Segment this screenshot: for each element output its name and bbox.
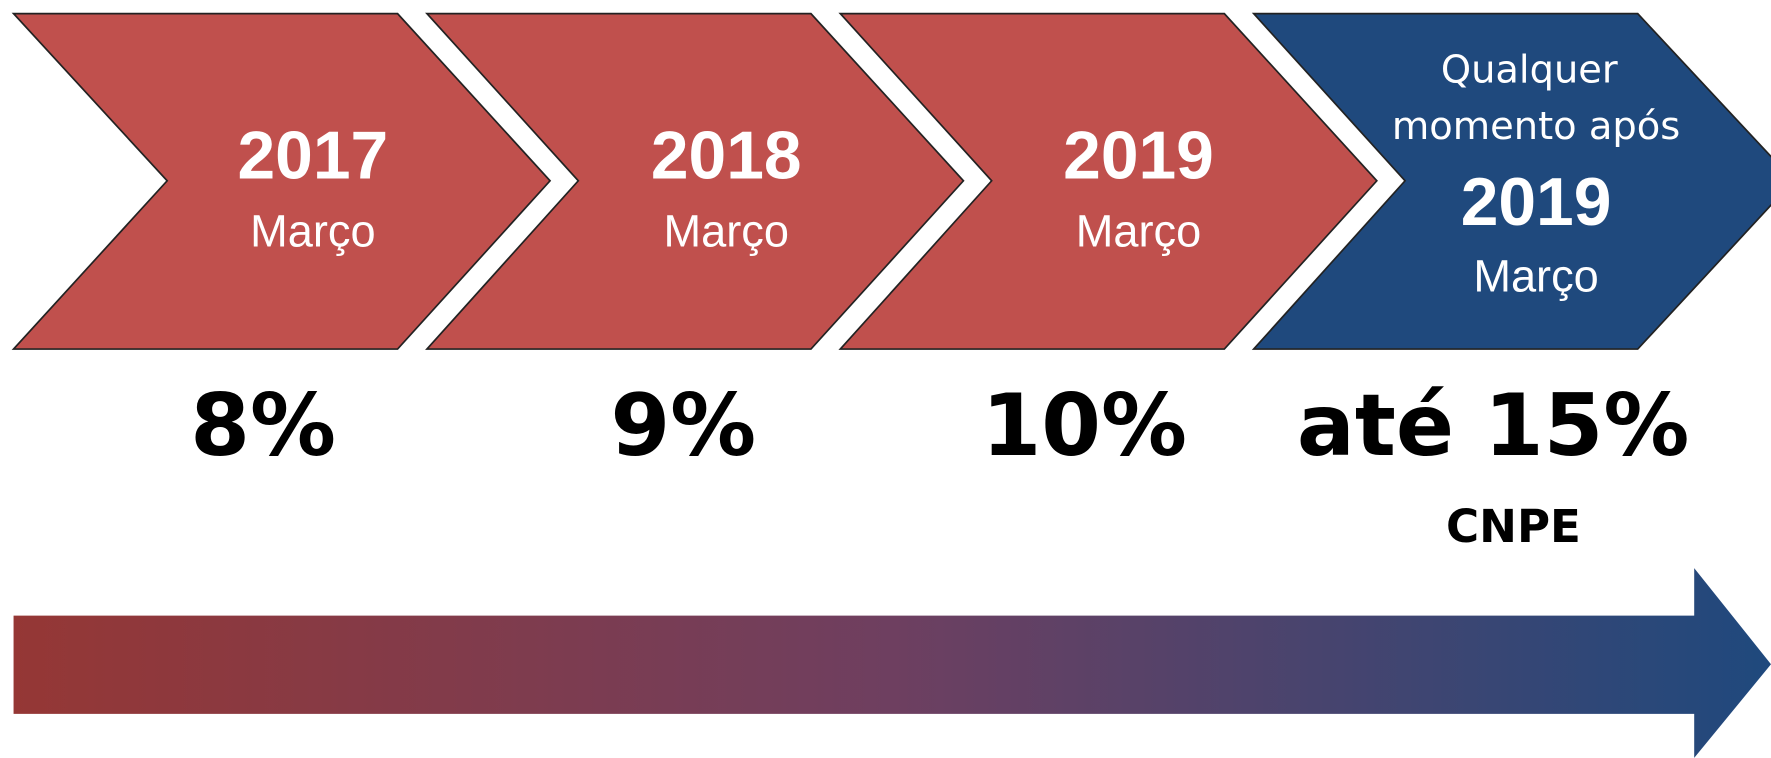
month: Março <box>1076 205 1201 256</box>
percent: 8% <box>190 376 336 476</box>
year: 2017 <box>238 119 389 194</box>
percent: 10% <box>982 376 1187 476</box>
year: 2019 <box>1461 165 1612 240</box>
year: 2018 <box>651 119 802 194</box>
year: 2019 <box>1063 119 1214 194</box>
label-line: Qualquer <box>1441 48 1618 93</box>
chevron <box>425 12 965 350</box>
chevron <box>1251 12 1771 350</box>
percent: 9% <box>610 376 756 476</box>
percent: até 15% <box>1297 376 1689 476</box>
progress-arrow <box>13 568 1771 758</box>
chevron <box>11 12 552 350</box>
label-line: momento após <box>1392 104 1680 149</box>
note: CNPE <box>1446 500 1581 553</box>
month: Março <box>250 205 375 256</box>
month: Março <box>1473 250 1598 301</box>
chevron <box>838 12 1378 350</box>
month: Março <box>664 205 789 256</box>
